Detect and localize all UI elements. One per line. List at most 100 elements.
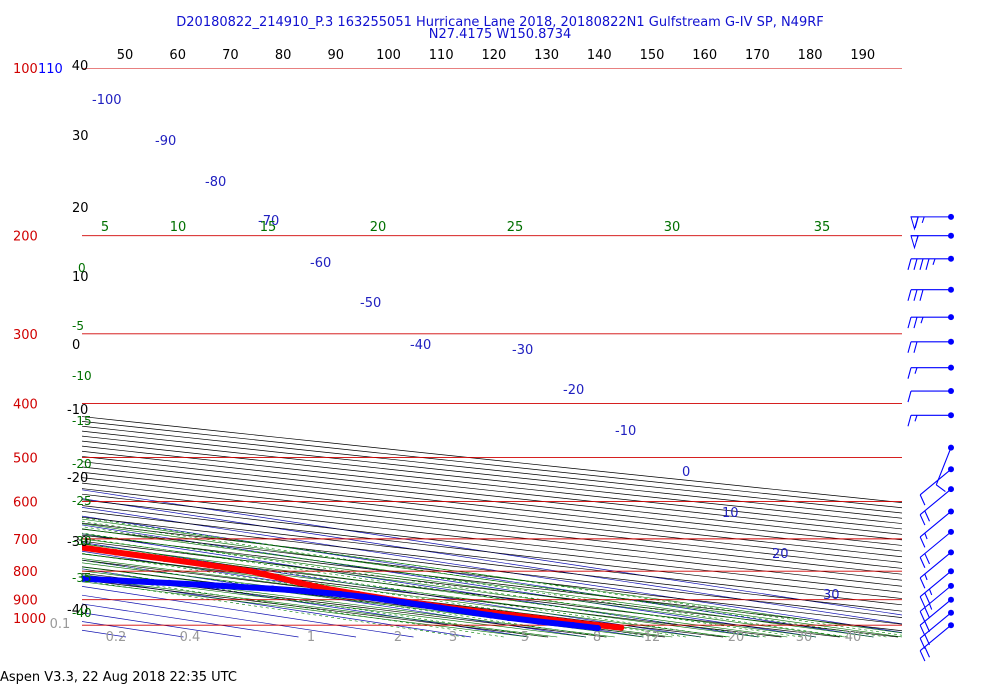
wind-barb-half-flag <box>924 573 928 581</box>
top-tick-label: 40 <box>72 59 89 74</box>
dry-adiabat-line <box>82 440 902 530</box>
dry-adiabat-line <box>82 461 902 552</box>
wind-barb <box>919 549 954 589</box>
mixing-ratio-line <box>82 526 848 638</box>
dewpoint-trace <box>505 614 542 625</box>
pressure-label: 900 <box>13 594 38 609</box>
isotherm-line <box>82 489 902 616</box>
left-scale-label: 10 <box>72 270 89 285</box>
wind-barb-flag <box>919 577 926 589</box>
wind-barb-flag <box>919 289 924 301</box>
wind-barb <box>919 582 954 622</box>
wind-barb-half-flag <box>920 316 924 324</box>
moist-adiabat-line <box>82 548 759 638</box>
dry-adiabat-line <box>82 522 902 618</box>
wind-barb-flag <box>913 341 918 353</box>
wind-barb-flag <box>924 607 931 619</box>
wind-barb <box>907 255 954 270</box>
wind-barb-staff <box>919 570 952 598</box>
wind-barb-staff <box>919 468 952 496</box>
dry-adiabat-line <box>82 425 902 514</box>
moist-adiabat-line <box>82 566 644 638</box>
mixing-ratio-line <box>82 574 504 638</box>
wind-barb-flag <box>919 650 926 662</box>
chart-title: D20180822_214910_P.3 163255051 Hurricane… <box>176 15 824 30</box>
mixing-ratio-label: 3 <box>449 630 457 645</box>
dry-adiabat-line <box>82 499 902 593</box>
moist-adiabat-label: -25 <box>72 494 92 508</box>
wind-barb-flag <box>919 494 926 506</box>
dry-adiabat-line <box>82 493 902 587</box>
left-scale-label: -30 <box>67 535 88 550</box>
temperature-trace <box>273 574 304 587</box>
wind-barb <box>935 444 954 493</box>
wind-barb-flag <box>919 514 926 526</box>
dewpoint-trace <box>0 571 2 574</box>
pressure-label: 400 <box>13 397 38 412</box>
dry-adiabat-line <box>82 421 902 509</box>
pressure-label: 600 <box>13 496 38 511</box>
left-scale-label: 0 <box>72 338 80 353</box>
top-tick-label: 90 <box>328 48 345 63</box>
theta-e-label: 10 <box>170 220 187 235</box>
dry-adiabat-line <box>82 566 665 638</box>
isotherm-label: -40 <box>410 338 431 353</box>
dry-adiabat-line <box>82 416 902 503</box>
top-tick-label: 110 <box>429 48 454 63</box>
dewpoint-trace <box>269 585 314 595</box>
pressure-label: 800 <box>13 565 38 580</box>
left-scale-label: -20 <box>67 471 88 486</box>
mixing-ratio-label: 20 <box>728 630 745 645</box>
theta-e-label: 5 <box>101 220 109 235</box>
dewpoint-trace <box>106 577 173 587</box>
dry-adiabat-line <box>82 450 902 541</box>
moist-adiabat-line <box>82 538 817 638</box>
moist-adiabat-line <box>82 528 874 638</box>
mixing-ratio-label: 8 <box>593 630 601 645</box>
wind-barb <box>907 338 954 353</box>
wind-barb-flag <box>925 258 930 270</box>
isotherm-line <box>82 533 759 638</box>
wind-barb <box>919 568 954 608</box>
left-scale-label: -40 <box>67 603 88 618</box>
top-tick-label: 140 <box>587 48 612 63</box>
dry-adiabat-line <box>82 482 902 575</box>
wind-barb-flag <box>924 621 931 632</box>
temperature-trace <box>161 555 213 569</box>
temperature-trace <box>247 568 280 581</box>
theta-e-label: 15 <box>260 220 277 235</box>
isotherm-line <box>82 577 472 638</box>
isotherm-label: -80 <box>205 175 226 190</box>
wind-barb-flag <box>907 258 912 270</box>
isotherm-label: -50 <box>360 296 381 311</box>
mixing-ratio-label: 2 <box>394 630 402 645</box>
isotherm-label: 0 <box>682 465 690 480</box>
dry-adiabat-line <box>82 488 902 581</box>
wind-barb-flag <box>907 367 912 379</box>
temperature-point <box>617 624 625 631</box>
dry-adiabat-line <box>82 572 607 638</box>
wind-barb-flag <box>907 317 912 329</box>
temperature-trace <box>112 549 168 562</box>
moist-adiabat-line <box>82 570 615 638</box>
moist-adiabat-line <box>82 553 730 638</box>
isotherm-label: -100 <box>92 93 122 108</box>
wind-barb-pennant <box>910 235 919 250</box>
pressure-label: 500 <box>13 451 38 466</box>
dry-adiabat-line <box>82 430 902 519</box>
top-tick-label: 60 <box>169 48 186 63</box>
wind-barb-staff <box>919 612 952 639</box>
wind-barb <box>910 232 954 250</box>
dry-adiabat-line <box>82 466 902 558</box>
temperature-trace <box>82 544 119 556</box>
wind-barb <box>919 508 954 548</box>
wind-barb <box>919 466 954 506</box>
mixing-ratio-line <box>82 521 887 638</box>
theta-e-label: 30 <box>664 220 681 235</box>
isotherm-line <box>82 507 902 633</box>
moist-adiabat-label: -35 <box>72 571 92 585</box>
footer-version: Aspen V3.3, 22 Aug 2018 22:35 UTC <box>0 670 237 685</box>
wind-barb <box>919 622 954 662</box>
pressure-label: 200 <box>13 230 38 245</box>
